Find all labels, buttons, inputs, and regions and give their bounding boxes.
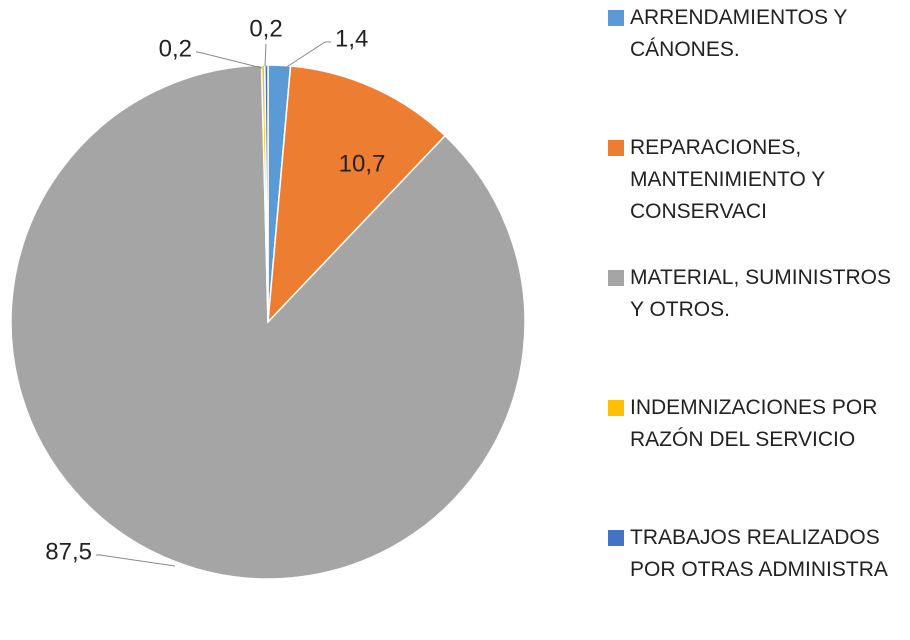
pie-slice	[267, 65, 447, 325]
legend-item: REPARACIONES, MANTENIMIENTO Y CONSERVACI	[608, 132, 898, 228]
legend-swatch	[608, 400, 624, 416]
leader-line	[281, 41, 331, 71]
leader-line	[96, 554, 176, 567]
legend-label: ARRENDAMIENTOS Y CÁNONES.	[630, 6, 848, 61]
data-label: 0,2	[159, 35, 192, 62]
data-label: 0,2	[249, 15, 282, 42]
legend-swatch	[608, 270, 624, 286]
legend-swatch	[608, 530, 624, 546]
legend-label: TRABAJOS REALIZADOS POR OTRAS ADMINISTRA	[630, 526, 888, 581]
legend-label: INDEMNIZACIONES POR RAZÓN DEL SERVICIO	[630, 396, 878, 451]
pie-area: 1,4 10,7 87,5 0,2 0,2	[10, 15, 526, 580]
pie-slice	[10, 64, 526, 580]
legend-item: MATERIAL, SUMINISTROS Y OTROS.	[608, 262, 898, 326]
data-label: 1,4	[335, 25, 368, 52]
legend-item: INDEMNIZACIONES POR RAZÓN DEL SERVICIO	[608, 392, 898, 456]
legend-swatch	[608, 140, 624, 156]
legend-label: MATERIAL, SUMINISTROS Y OTROS.	[630, 266, 891, 321]
legend-label: REPARACIONES, MANTENIMIENTO Y CONSERVACI	[630, 136, 825, 223]
data-label: 10,7	[339, 150, 386, 177]
leader-line	[264, 43, 267, 67]
data-label: 87,5	[45, 538, 92, 565]
legend-swatch	[608, 10, 624, 26]
legend-item: ARRENDAMIENTOS Y CÁNONES.	[608, 2, 898, 66]
leader-line	[196, 51, 263, 69]
legend-item: TRABAJOS REALIZADOS POR OTRAS ADMINISTRA	[608, 522, 898, 586]
